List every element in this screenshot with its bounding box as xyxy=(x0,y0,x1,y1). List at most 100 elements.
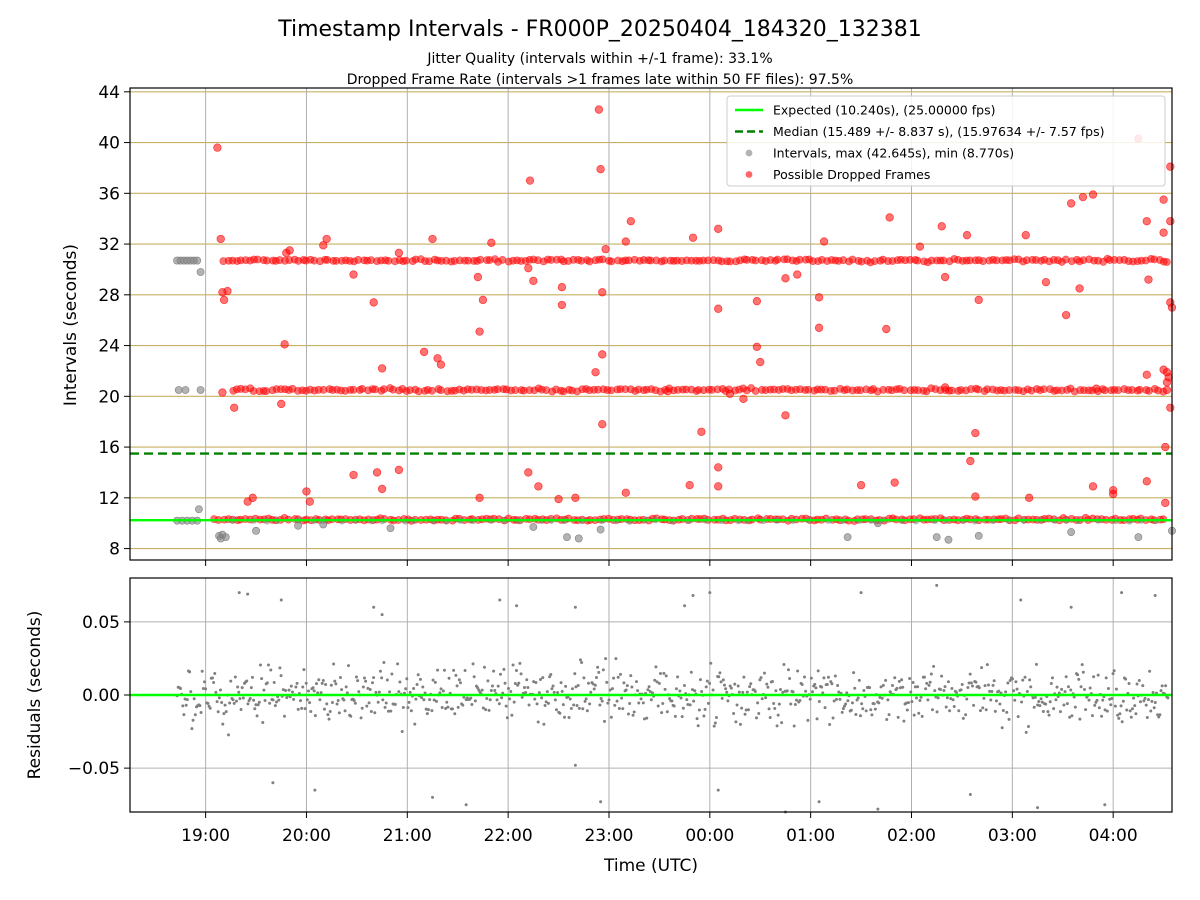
residual-point xyxy=(576,683,580,687)
residual-point xyxy=(928,680,932,684)
residual-point xyxy=(357,690,361,694)
legend: Expected (10.240s), (25.00000 fps) Median… xyxy=(726,95,1166,187)
dropped-frame-point xyxy=(285,246,294,255)
dropped-frame-point xyxy=(349,270,358,279)
residual-point xyxy=(317,678,321,682)
residual-point xyxy=(896,715,900,719)
dropped-frame-point xyxy=(428,234,437,244)
residual-point xyxy=(689,670,693,674)
residual-point xyxy=(825,683,829,687)
legend-dropped-swatch xyxy=(745,171,753,178)
residual-point xyxy=(416,673,420,677)
dropped-frame-point xyxy=(223,286,232,296)
residual-point xyxy=(485,697,489,701)
residual-point xyxy=(1108,697,1112,701)
residual-point xyxy=(385,678,389,682)
residual-point xyxy=(1015,687,1019,691)
residual-point xyxy=(615,699,619,703)
residual-point xyxy=(942,688,946,692)
residual-point xyxy=(480,688,484,692)
residual-point xyxy=(224,710,228,714)
residual-point xyxy=(673,714,677,718)
residual-point xyxy=(662,671,666,675)
residual-point xyxy=(796,669,800,673)
dropped-frame-point xyxy=(598,288,607,297)
residual-point xyxy=(440,706,444,710)
residual-point xyxy=(302,668,306,672)
residual-point xyxy=(813,682,817,686)
residual-point xyxy=(692,699,696,703)
residual-point xyxy=(372,676,376,680)
residual-point xyxy=(1013,698,1017,702)
residual-point xyxy=(228,701,232,705)
residual-point xyxy=(775,724,779,728)
residual-point xyxy=(873,707,877,711)
residual-point xyxy=(767,707,771,711)
residual-point xyxy=(513,681,517,685)
residual-point xyxy=(319,691,323,695)
residual-point xyxy=(277,698,281,702)
residual-point xyxy=(398,680,402,684)
residual-point xyxy=(967,681,971,685)
intervals-y-tick-label: 36 xyxy=(98,184,120,204)
residual-point xyxy=(905,708,909,712)
residual-point xyxy=(318,698,322,702)
residual-point xyxy=(906,701,910,705)
residual-point xyxy=(452,668,456,672)
residual-point xyxy=(484,708,488,712)
residual-point xyxy=(262,688,266,692)
residual-point xyxy=(422,698,426,702)
residual-point xyxy=(304,681,308,685)
residual-point xyxy=(482,665,486,669)
residual-point xyxy=(444,707,448,711)
residual-point xyxy=(309,710,313,714)
residual-point xyxy=(821,691,825,695)
dropped-frame-point xyxy=(1142,370,1151,379)
residual-point xyxy=(390,672,394,676)
residual-point xyxy=(983,684,987,688)
residual-point xyxy=(278,666,282,670)
residual-point xyxy=(470,702,474,706)
residual-point xyxy=(469,696,473,700)
residual-point xyxy=(977,686,981,690)
residual-point xyxy=(778,687,782,691)
residual-point xyxy=(1116,713,1120,717)
residual-point xyxy=(462,695,466,699)
residual-point xyxy=(400,729,404,733)
legend-box xyxy=(726,95,1166,187)
residual-point xyxy=(546,701,550,705)
intervals-y-tick-label: 16 xyxy=(98,438,120,458)
residual-point xyxy=(895,686,899,690)
residual-point xyxy=(213,671,217,675)
dropped-frame-point xyxy=(714,224,723,233)
residual-point xyxy=(378,669,382,673)
residual-point xyxy=(916,685,920,689)
residual-point xyxy=(1138,700,1142,704)
residual-point xyxy=(788,677,792,681)
residual-point xyxy=(183,697,187,701)
legend-dropped-label: Possible Dropped Frames xyxy=(773,167,930,182)
residual-point xyxy=(992,679,996,683)
residual-point xyxy=(793,702,797,706)
residual-point xyxy=(504,704,508,708)
residual-point xyxy=(430,709,434,713)
residual-point xyxy=(1024,730,1028,734)
x-tick-label: 02:00 xyxy=(887,826,936,846)
residual-point xyxy=(1068,715,1072,719)
dropped-frame-point xyxy=(1061,310,1071,320)
residual-point xyxy=(1020,700,1024,704)
residual-point xyxy=(412,687,416,691)
residual-point xyxy=(968,792,972,796)
legend-intervals-swatch xyxy=(745,149,753,157)
residual-point xyxy=(709,661,713,665)
residual-point xyxy=(869,708,873,712)
residual-point xyxy=(354,675,358,679)
residual-point xyxy=(901,685,905,689)
residual-point xyxy=(334,682,338,686)
residual-point xyxy=(737,690,741,694)
residual-point xyxy=(401,705,405,709)
residual-point xyxy=(964,713,968,717)
residual-point xyxy=(582,676,586,680)
residual-point xyxy=(326,713,330,717)
residual-point xyxy=(374,690,378,694)
